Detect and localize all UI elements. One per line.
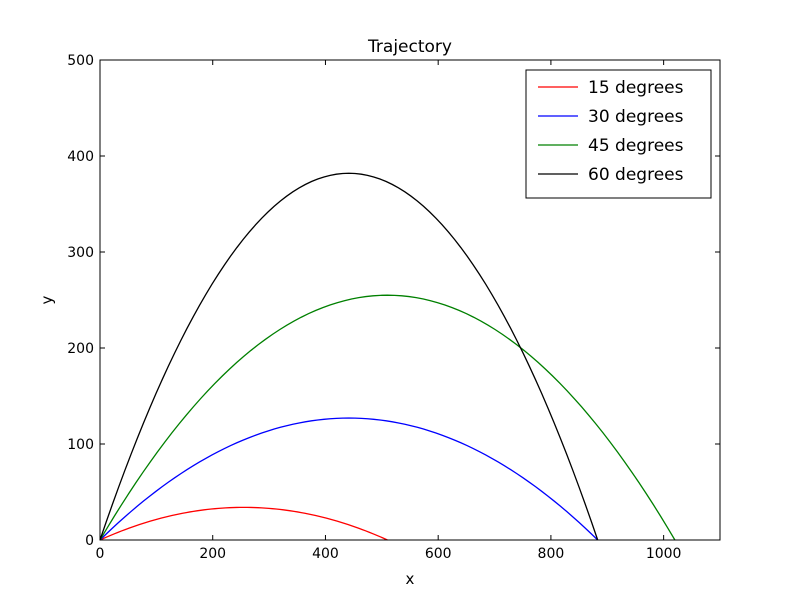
ticks-layer: 0 200 400 600 800 1000 0 100 200 300 400 500 xyxy=(67,53,720,562)
legend-label-3: 45 degrees xyxy=(588,136,684,156)
legend-label-1: 15 degrees xyxy=(588,78,684,98)
series-line-3 xyxy=(99,294,676,541)
y-tick-label: 0 xyxy=(85,533,94,549)
x-axis-label: x xyxy=(406,570,415,588)
series-layer xyxy=(99,172,676,541)
chart-title: Trajectory xyxy=(367,37,452,57)
legend-label-2: 30 degrees xyxy=(588,107,684,127)
y-tick-label: 200 xyxy=(67,341,94,357)
y-tick-label: 500 xyxy=(67,53,94,69)
x-tick-label: 200 xyxy=(199,546,226,562)
x-tick-label: 1000 xyxy=(646,546,682,562)
x-tick-label: 0 xyxy=(96,546,105,562)
legend: 15 degrees 30 degrees 45 degrees 60 degrees xyxy=(525,69,712,199)
x-tick-label: 800 xyxy=(538,546,565,562)
legend-label-4: 60 degrees xyxy=(588,165,684,185)
x-tick-label: 400 xyxy=(312,546,339,562)
y-axis-label: y xyxy=(38,295,56,304)
series-line-4 xyxy=(99,172,599,541)
plot-area-frame xyxy=(99,59,721,541)
series-line-2 xyxy=(99,417,599,541)
series-line-1 xyxy=(99,506,388,541)
y-tick-label: 100 xyxy=(67,437,94,453)
x-tick-label: 600 xyxy=(425,546,452,562)
y-tick-label: 300 xyxy=(67,245,94,261)
y-tick-label: 400 xyxy=(67,149,94,165)
legend-frame xyxy=(525,69,712,199)
